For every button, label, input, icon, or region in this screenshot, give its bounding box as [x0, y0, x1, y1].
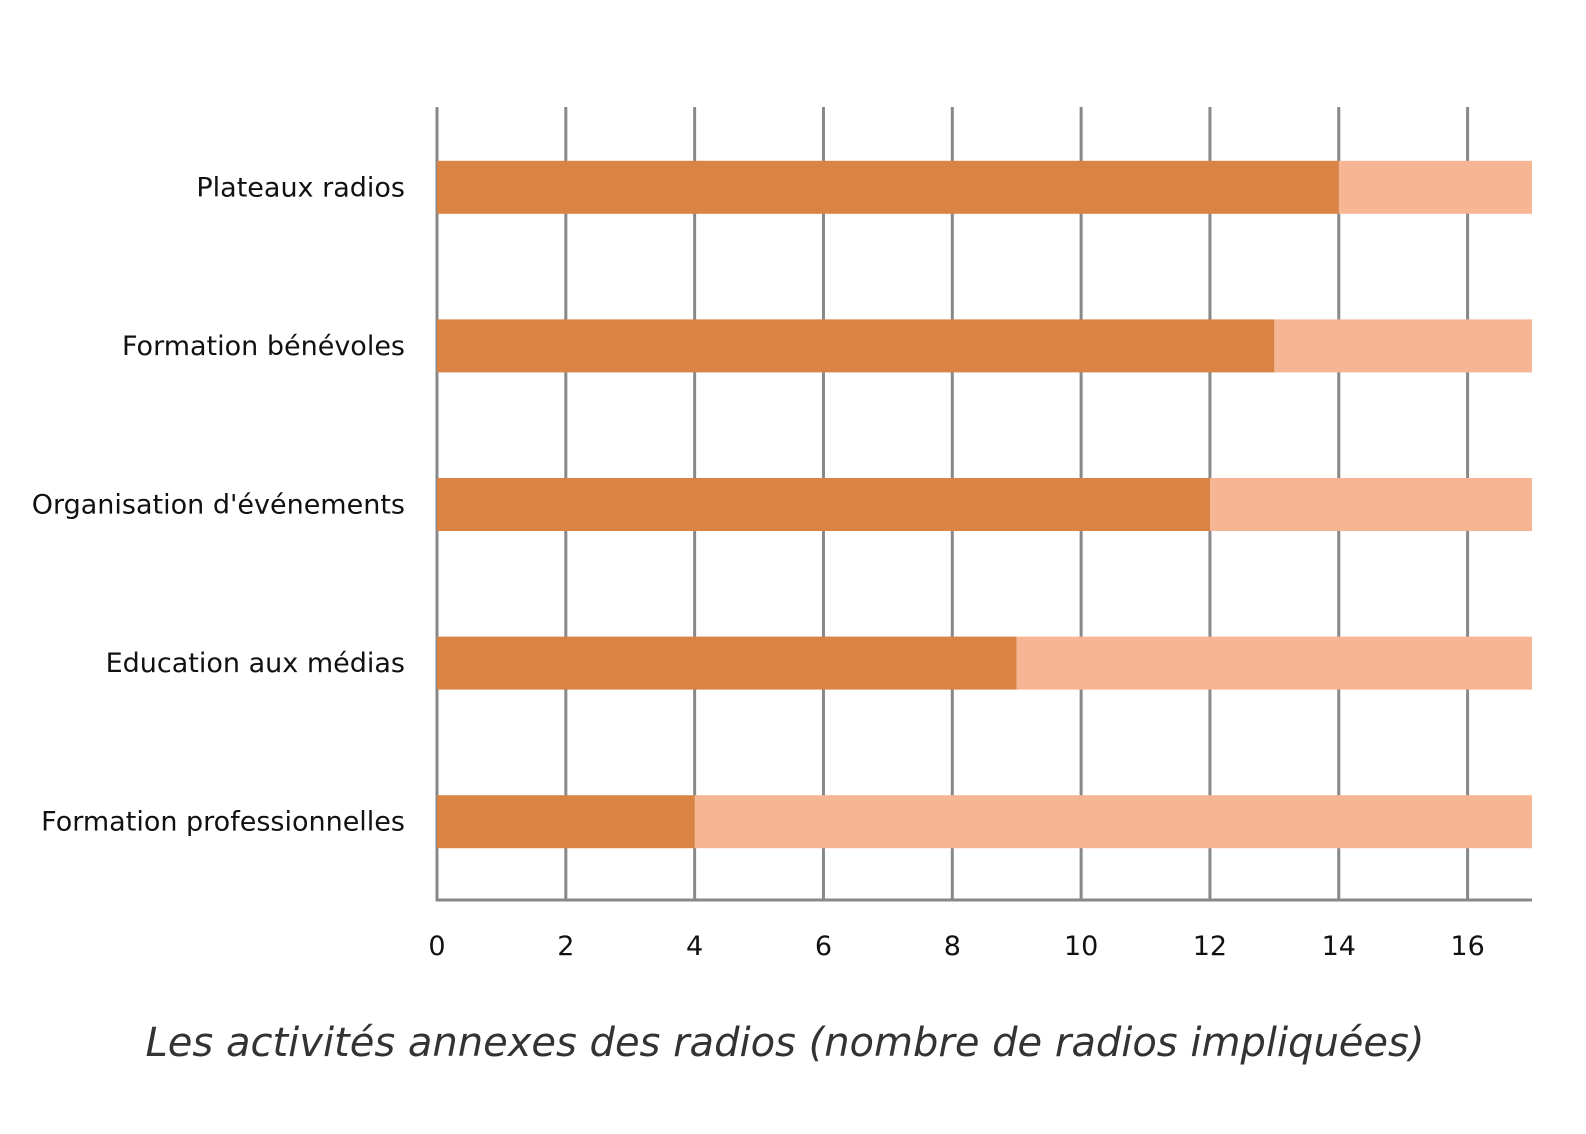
x-tick-label: 4 [686, 931, 703, 962]
category-label: Organisation d'événements [32, 490, 405, 521]
x-tick-label: 16 [1450, 931, 1484, 962]
x-tick-label: 12 [1193, 931, 1227, 962]
bar-segment-1 [437, 319, 1275, 373]
x-tick-label: 6 [815, 931, 832, 962]
x-tick-label: 8 [944, 931, 961, 962]
x-tick-label: 2 [557, 931, 574, 962]
category-label: Formation bénévoles [122, 331, 405, 362]
bar-segment-1 [437, 160, 1339, 214]
bar-segment-2 [1016, 636, 1532, 690]
x-tick-label: 0 [428, 931, 445, 962]
bar-segment-2 [1209, 478, 1532, 531]
bar-segment-1 [437, 795, 695, 849]
category-label: Formation professionnelles [41, 807, 405, 838]
bar-segment-2 [694, 795, 1532, 849]
category-label: Plateaux radios [196, 172, 405, 203]
bar-segment-2 [1338, 160, 1532, 214]
x-tick-label: 10 [1064, 931, 1098, 962]
bar-segment-2 [1274, 319, 1532, 373]
chart-caption: Les activités annexes des radios (nombre… [146, 1020, 1425, 1066]
bar-segment-1 [437, 478, 1210, 531]
category-label: Education aux médias [106, 648, 405, 679]
x-tick-label: 14 [1322, 931, 1356, 962]
bar-segment-1 [437, 636, 1017, 690]
